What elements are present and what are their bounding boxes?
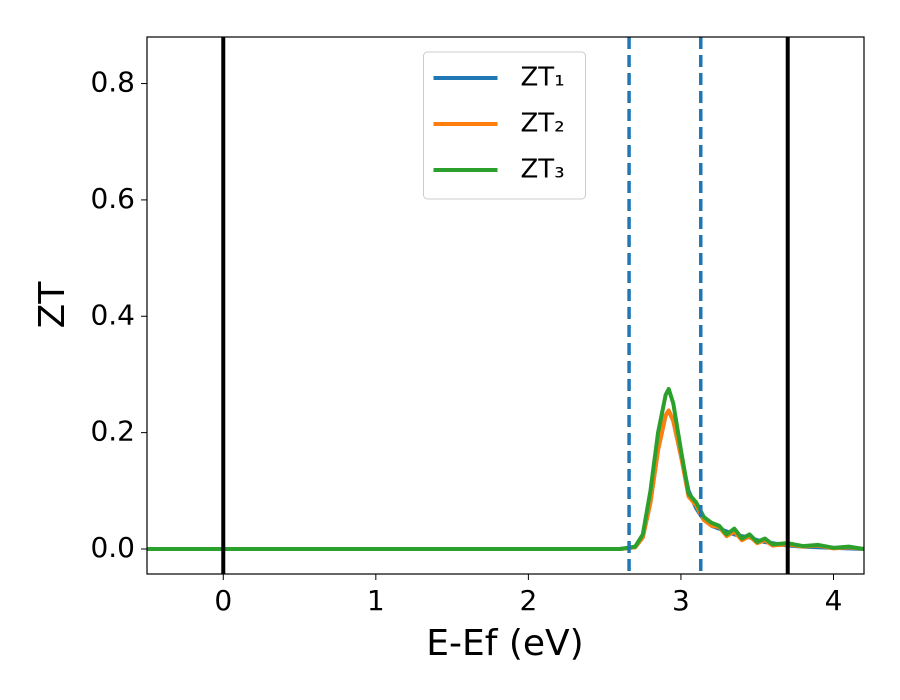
y-axis-label: ZT	[32, 281, 73, 329]
x-axis-label: E-Ef (eV)	[426, 623, 583, 664]
x-tick-label: 1	[367, 584, 385, 617]
y-tick-label: 0.2	[90, 415, 135, 448]
y-tick-label: 0.4	[90, 298, 135, 331]
y-tick-label: 0.0	[90, 531, 135, 564]
x-tick-label: 3	[672, 584, 690, 617]
plot-frame	[146, 36, 865, 575]
x-tick-label: 2	[519, 584, 537, 617]
series-line	[147, 408, 864, 551]
y-tick-label: 0.8	[90, 66, 135, 99]
legend-label: ZT₁	[521, 63, 565, 93]
x-tick-label: 4	[825, 584, 843, 617]
y-tick-label: 0.6	[90, 182, 135, 215]
series-line	[147, 386, 864, 551]
legend-box	[423, 51, 586, 200]
legend-label: ZT₃	[521, 155, 565, 185]
x-tick-label: 0	[214, 584, 232, 617]
legend-label: ZT₂	[521, 109, 565, 139]
series-line	[147, 408, 864, 551]
